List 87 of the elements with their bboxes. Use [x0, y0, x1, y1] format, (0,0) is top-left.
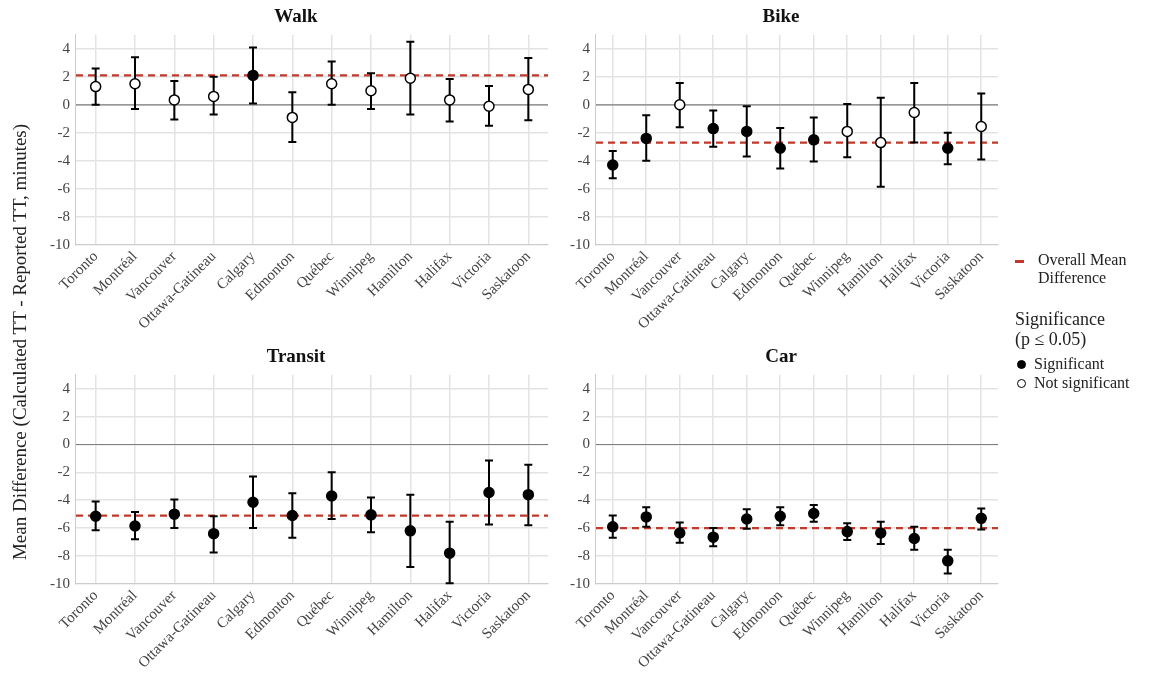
point [129, 520, 141, 532]
chart-title: Walk [274, 5, 319, 27]
y-axis-title: Mean Difference (Calculated TT - Reported TT, minutes) [8, 122, 31, 563]
point [522, 488, 535, 501]
y-tick-label: -6 [577, 179, 591, 196]
point [640, 511, 652, 523]
point [707, 122, 719, 135]
y-tick-label: -2 [577, 123, 590, 140]
point [640, 132, 652, 145]
y-tick-label: 2 [582, 67, 590, 84]
legend-label: Overall Mean Difference [1038, 251, 1128, 287]
y-tick-label: -2 [57, 123, 70, 140]
point [607, 159, 619, 171]
y-tick-label: 4 [582, 379, 591, 396]
point [841, 125, 853, 138]
point [875, 136, 887, 149]
point [975, 120, 987, 133]
point [365, 85, 377, 97]
point [875, 527, 887, 539]
point [365, 509, 377, 521]
point [325, 78, 338, 90]
y-tick-label: -8 [577, 546, 590, 563]
y-tick-label: -6 [57, 179, 71, 196]
point [808, 134, 820, 146]
chart-title: Transit [266, 345, 327, 367]
y-tick-label: -8 [57, 207, 70, 224]
legend-label: Not significant [1034, 374, 1130, 392]
point [975, 512, 987, 525]
point [607, 520, 619, 533]
y-tick-label: 0 [582, 435, 590, 452]
point [286, 111, 299, 124]
y-tick-label: -10 [50, 235, 70, 252]
point [443, 94, 456, 106]
y-tick-label: -8 [57, 546, 70, 563]
y-tick-label: 2 [62, 67, 70, 84]
point [168, 508, 181, 520]
y-tick-label: -2 [57, 463, 70, 480]
point [89, 80, 102, 93]
legend-label: Significant [1034, 355, 1105, 373]
point [774, 142, 786, 154]
y-tick-label: -8 [577, 207, 590, 224]
point [207, 527, 220, 540]
point [443, 547, 456, 559]
y-tick-label: 2 [62, 407, 70, 424]
point [942, 555, 954, 567]
point [286, 509, 299, 522]
point [483, 100, 495, 112]
y-tick-label: 4 [582, 39, 591, 56]
chart-title: Bike [762, 5, 800, 27]
y-tick-label: 0 [582, 95, 590, 112]
y-tick-label: -6 [577, 519, 591, 536]
y-tick-label: -6 [57, 519, 71, 536]
point [908, 532, 920, 545]
chart-title: Car [765, 345, 798, 367]
y-tick-label: 4 [62, 39, 71, 56]
point [741, 513, 753, 525]
point [522, 83, 535, 96]
y-tick-label: -10 [570, 235, 590, 252]
point [908, 106, 920, 119]
point [483, 486, 495, 499]
point [741, 125, 753, 138]
y-tick-label: -4 [57, 491, 71, 508]
point [404, 525, 417, 537]
point [942, 142, 954, 154]
point [247, 496, 259, 509]
y-tick-label: -10 [570, 574, 590, 591]
point [207, 90, 220, 103]
point [674, 527, 686, 539]
legend-title: Significance (p ≤ 0.05) [1015, 309, 1106, 349]
y-tick-label: -4 [577, 151, 591, 168]
point [404, 72, 417, 84]
point [89, 510, 102, 522]
point [325, 490, 338, 502]
y-tick-label: -4 [577, 491, 591, 508]
y-tick-label: 2 [582, 407, 590, 424]
y-tick-label: 4 [62, 379, 71, 396]
y-tick-label: -4 [57, 151, 71, 168]
point [774, 510, 786, 522]
point [168, 94, 181, 106]
y-tick-label: -10 [50, 574, 70, 591]
y-tick-label: 0 [62, 95, 70, 112]
point [247, 69, 259, 82]
y-tick-label: 0 [62, 435, 70, 452]
point [707, 531, 719, 543]
point [674, 99, 686, 111]
point [129, 78, 141, 90]
y-tick-label: -2 [577, 463, 590, 480]
